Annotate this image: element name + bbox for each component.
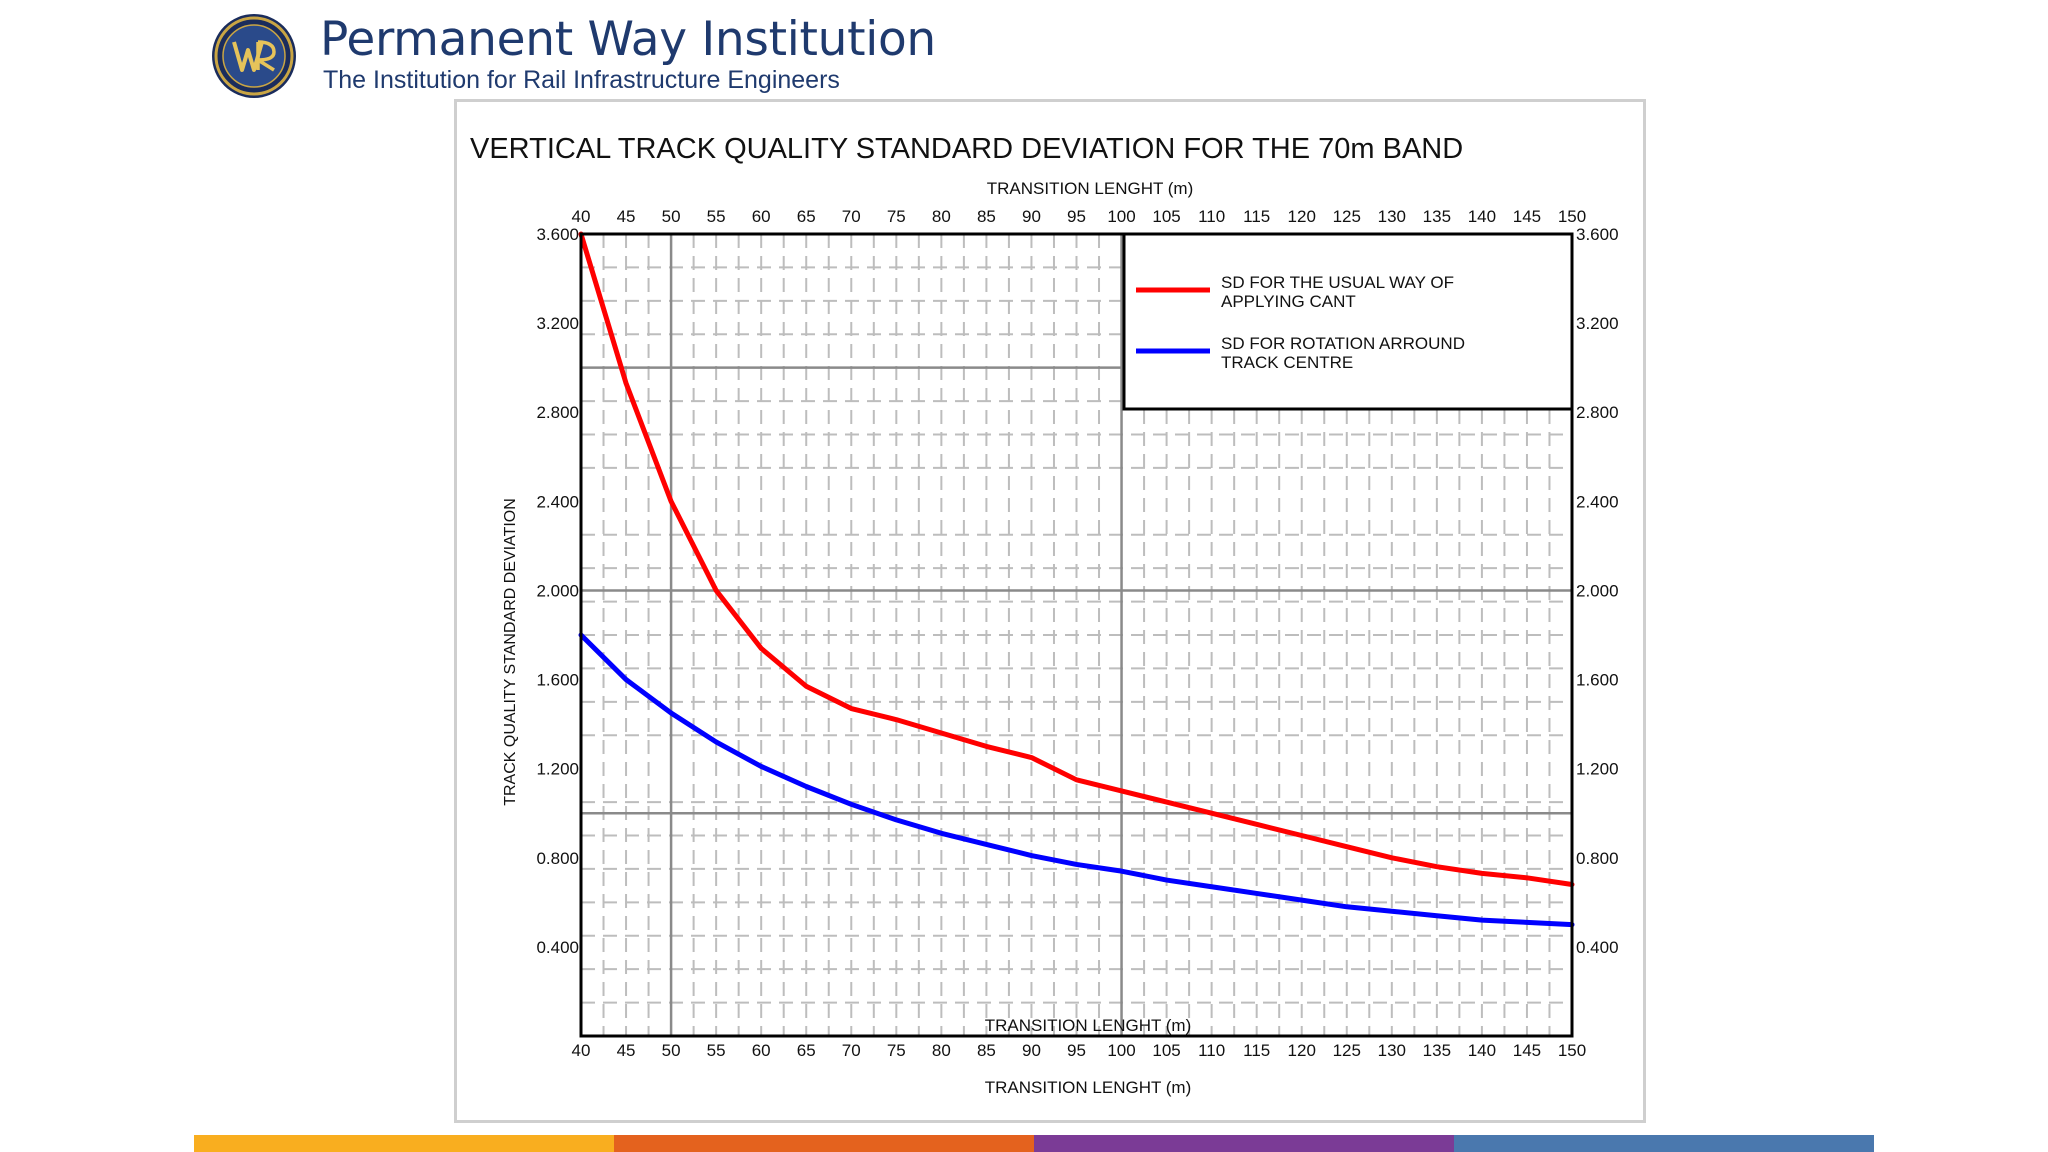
legend-label-1: APPLYING CANT <box>1221 292 1356 311</box>
series-line-1 <box>578 231 1575 888</box>
x-tick-label-bottom: 60 <box>752 1041 771 1060</box>
x-tick-label-top: 150 <box>1558 207 1586 226</box>
x-tick-label-bottom: 100 <box>1107 1041 1135 1060</box>
org-subtitle: The Institution for Rail Infrastructure … <box>323 66 840 94</box>
plot-area-border <box>579 232 1574 1038</box>
y-tick-label-left: 3.200 <box>536 314 579 333</box>
series-layer <box>578 231 1575 928</box>
x-tick-label-bottom: 75 <box>887 1041 906 1060</box>
legend-box <box>1122 232 1574 411</box>
x-tick-label-bottom: 135 <box>1423 1041 1451 1060</box>
x-tick-label-top: 125 <box>1333 207 1361 226</box>
x-tick-label-bottom: 110 <box>1198 1041 1225 1060</box>
y-tick-label-right: 1.600 <box>1576 671 1619 690</box>
footer-bar-blue <box>1454 1135 1874 1152</box>
x-tick-label-bottom: 70 <box>842 1041 861 1060</box>
x-axis-label: TRANSITION LENGHT (m) <box>985 1078 1192 1097</box>
x-tick-label-top: 130 <box>1378 207 1406 226</box>
x-tick-label-top: 80 <box>932 207 951 226</box>
footer-bar-purple <box>1034 1135 1454 1152</box>
x-tick-label-bottom: 90 <box>1022 1041 1041 1060</box>
y-tick-label-right: 3.200 <box>1576 314 1619 333</box>
x-tick-label-bottom: 105 <box>1152 1041 1180 1060</box>
y-tick-label-left: 1.600 <box>536 671 579 690</box>
x-tick-label-bottom: 80 <box>932 1041 951 1060</box>
grid-layer <box>581 234 1572 1036</box>
legend-label-2: TRACK CENTRE <box>1221 353 1353 372</box>
y-tick-label-right: 0.400 <box>1576 938 1619 957</box>
x-tick-label-top: 55 <box>707 207 726 226</box>
x-axis-label-top: TRANSITION LENGHT (m) <box>987 179 1194 198</box>
x-tick-label-top: 135 <box>1423 207 1451 226</box>
y-tick-label-left: 0.400 <box>536 938 579 957</box>
x-tick-label-top: 60 <box>752 207 771 226</box>
x-tick-label-bottom: 50 <box>662 1041 681 1060</box>
x-tick-label-top: 95 <box>1067 207 1086 226</box>
footer-bar-orange <box>614 1135 1034 1152</box>
x-tick-label-bottom: 140 <box>1468 1041 1496 1060</box>
x-tick-label-bottom: 115 <box>1243 1041 1270 1060</box>
x-tick-label-top: 45 <box>617 207 636 226</box>
y-tick-label-left: 2.800 <box>536 403 579 422</box>
axes-layer: 40 40 45 45 50 50 55 55 60 60 65 65 70 70 75 75 80 80 85 85… <box>536 207 1618 1060</box>
y-tick-label-right: 1.200 <box>1576 760 1619 779</box>
y-tick-label-left: 0.800 <box>536 849 579 868</box>
x-tick-label-top: 40 <box>572 207 591 226</box>
x-tick-label-bottom: 95 <box>1067 1041 1086 1060</box>
y-tick-label-left: 1.200 <box>536 760 579 779</box>
pwi-crest-icon <box>212 14 296 98</box>
x-tick-label-bottom: 45 <box>617 1041 636 1060</box>
x-tick-label-bottom: 55 <box>707 1041 726 1060</box>
x-tick-label-top: 110 <box>1198 207 1225 226</box>
x-tick-label-bottom: 120 <box>1288 1041 1316 1060</box>
x-tick-label-top: 140 <box>1468 207 1496 226</box>
y-tick-label-right: 3.600 <box>1576 225 1619 244</box>
x-tick-label-bottom: 125 <box>1333 1041 1361 1060</box>
x-tick-label-bottom: 85 <box>977 1041 996 1060</box>
y-axis-label: TRACK QUALITY STANDARD DEVIATION <box>502 498 519 806</box>
x-tick-label-top: 70 <box>842 207 861 226</box>
x-tick-label-top: 90 <box>1022 207 1041 226</box>
legend-label-2: SD FOR ROTATION ARROUND <box>1221 334 1465 353</box>
x-tick-label-top: 75 <box>887 207 906 226</box>
x-tick-label-bottom: 150 <box>1558 1041 1586 1060</box>
x-tick-label-top: 65 <box>797 207 816 226</box>
x-tick-label-bottom: 65 <box>797 1041 816 1060</box>
y-tick-label-left: 2.400 <box>536 492 579 511</box>
x-tick-label-top: 100 <box>1107 207 1135 226</box>
x-tick-label-bottom: 40 <box>572 1041 591 1060</box>
x-tick-label-bottom: 145 <box>1513 1041 1541 1060</box>
x-tick-label-top: 85 <box>977 207 996 226</box>
x-tick-label-top: 115 <box>1243 207 1270 226</box>
series-line-2 <box>578 632 1575 928</box>
x-tick-label-top: 145 <box>1513 207 1541 226</box>
y-tick-label-right: 2.400 <box>1576 492 1619 511</box>
y-tick-label-right: 0.800 <box>1576 849 1619 868</box>
x-tick-label-top: 105 <box>1152 207 1180 226</box>
y-tick-label-left: 2.000 <box>536 581 579 600</box>
footer-bar-yellow <box>194 1135 614 1152</box>
legend-label-1: SD FOR THE USUAL WAY OF <box>1221 273 1454 292</box>
y-tick-label-right: 2.000 <box>1576 581 1619 600</box>
x-tick-label-top: 50 <box>662 207 681 226</box>
chart-title: VERTICAL TRACK QUALITY STANDARD DEVIATIO… <box>470 133 1463 165</box>
org-name: Permanent Way Institution <box>320 12 936 67</box>
x-tick-label-top: 120 <box>1288 207 1316 226</box>
y-tick-label-right: 2.800 <box>1576 403 1619 422</box>
y-tick-label-left: 3.600 <box>536 225 579 244</box>
x-tick-label-bottom: 130 <box>1378 1041 1406 1060</box>
x-axis-label-inner: TRANSITION LENGHT (m) <box>985 1016 1192 1035</box>
